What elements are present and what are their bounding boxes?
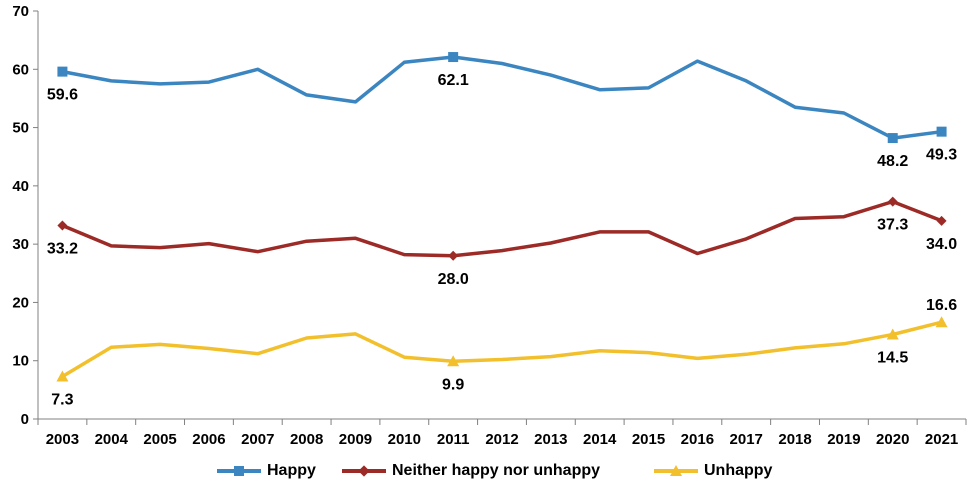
x-tick-label: 2012 bbox=[485, 431, 518, 448]
data-point-marker bbox=[887, 133, 898, 144]
chart-legend: Happy Neither happy nor unhappy Unhappy bbox=[0, 458, 974, 484]
data-point-marker bbox=[936, 126, 947, 137]
x-tick-label: 2003 bbox=[46, 431, 79, 448]
x-tick-label: 2007 bbox=[241, 431, 274, 448]
x-tick-label: 2013 bbox=[534, 431, 567, 448]
series-unhappy: 7.3 9.9 14.5 16.6 bbox=[51, 297, 957, 408]
legend-key-happy bbox=[215, 458, 263, 484]
data-label: 62.1 bbox=[438, 72, 469, 89]
y-tick-label: 10 bbox=[12, 353, 29, 370]
data-point-marker bbox=[936, 215, 947, 226]
legend-key-neither bbox=[340, 458, 388, 484]
data-point-marker bbox=[887, 196, 898, 207]
data-label: 28.0 bbox=[438, 271, 469, 288]
x-tick-label: 2006 bbox=[192, 431, 225, 448]
y-tick-label: 30 bbox=[12, 236, 29, 253]
x-tick-label: 2010 bbox=[388, 431, 421, 448]
series-line bbox=[60, 55, 944, 140]
legend-label-neither: Neither happy nor unhappy bbox=[392, 462, 601, 479]
x-tick-label: 2015 bbox=[632, 431, 665, 448]
x-tick-label: 2008 bbox=[290, 431, 323, 448]
y-tick-label: 60 bbox=[12, 61, 29, 78]
data-point-marker bbox=[448, 250, 459, 261]
diamond-marker-icon bbox=[358, 465, 370, 477]
data-label: 33.2 bbox=[47, 240, 78, 257]
legend-key-unhappy bbox=[652, 458, 700, 484]
y-tick-label: 50 bbox=[12, 120, 29, 137]
series-line bbox=[60, 199, 944, 258]
square-marker-icon bbox=[234, 466, 244, 476]
x-tick-label: 2019 bbox=[827, 431, 860, 448]
y-tick-label: 0 bbox=[21, 411, 29, 428]
legend-item-neither: Neither happy nor unhappy bbox=[340, 458, 600, 484]
legend-label-happy: Happy bbox=[267, 462, 316, 479]
data-point-marker bbox=[57, 66, 68, 77]
legend-item-unhappy: Unhappy bbox=[652, 458, 772, 484]
data-point-marker bbox=[448, 52, 459, 63]
x-tick-label: 2018 bbox=[778, 431, 811, 448]
data-label: 14.5 bbox=[877, 349, 908, 366]
series-happy: 59.6 62.1 48.2 49.3 bbox=[47, 52, 957, 170]
data-point-marker bbox=[886, 328, 899, 340]
triangle-marker-icon bbox=[670, 465, 682, 476]
data-point-marker bbox=[447, 355, 460, 367]
data-label: 48.2 bbox=[877, 153, 908, 170]
x-tick-label: 2011 bbox=[437, 431, 470, 448]
y-tick-label: 70 bbox=[12, 3, 29, 20]
data-label: 9.9 bbox=[442, 376, 464, 393]
data-label: 16.6 bbox=[926, 297, 957, 314]
x-tick-label: 2021 bbox=[925, 431, 958, 448]
data-point-marker bbox=[56, 370, 69, 382]
x-tick-label: 2004 bbox=[95, 431, 129, 448]
data-label: 37.3 bbox=[877, 217, 908, 234]
x-tick-label: 2005 bbox=[143, 431, 176, 448]
x-tick-label: 2009 bbox=[339, 431, 372, 448]
series-line bbox=[60, 320, 944, 379]
series-neither-happy-nor-unhappy: 33.2 28.0 37.3 34.0 bbox=[47, 196, 957, 288]
data-label: 49.3 bbox=[926, 147, 957, 164]
legend-item-happy: Happy bbox=[215, 458, 316, 484]
data-label: 59.6 bbox=[47, 87, 78, 104]
y-tick-label: 40 bbox=[12, 178, 29, 195]
line-chart: 0 10 20 30 40 50 60 70 2003 2004 2005 2006 2007 2008 2… bbox=[12, 3, 967, 448]
x-tick-label: 2016 bbox=[681, 431, 714, 448]
x-tick-label: 2014 bbox=[583, 431, 617, 448]
data-point-marker bbox=[57, 220, 68, 231]
data-point-marker bbox=[935, 316, 948, 328]
x-tick-label: 2017 bbox=[730, 431, 763, 448]
y-tick-label: 20 bbox=[12, 294, 29, 311]
data-label: 34.0 bbox=[926, 236, 957, 253]
x-tick-label: 2020 bbox=[876, 431, 909, 448]
data-label: 7.3 bbox=[51, 391, 73, 408]
legend-label-unhappy: Unhappy bbox=[704, 462, 773, 479]
